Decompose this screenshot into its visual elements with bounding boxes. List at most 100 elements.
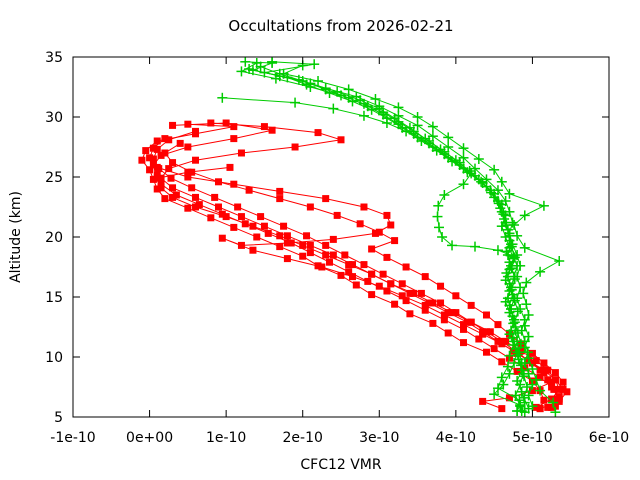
square-marker — [375, 228, 383, 236]
square-marker — [494, 321, 502, 329]
square-marker — [440, 316, 448, 324]
square-marker — [237, 149, 245, 157]
square-marker — [211, 193, 219, 201]
square-marker — [276, 195, 284, 203]
square-marker — [184, 204, 192, 212]
square-marker — [379, 270, 387, 278]
square-marker — [264, 229, 272, 237]
square-marker — [291, 143, 299, 151]
square-marker — [563, 388, 571, 396]
square-marker — [368, 291, 376, 299]
square-marker — [348, 273, 356, 281]
square-marker — [528, 359, 536, 367]
square-marker — [550, 385, 558, 393]
square-marker — [383, 253, 391, 261]
square-marker — [169, 184, 177, 192]
square-marker — [245, 186, 253, 194]
square-marker — [502, 337, 510, 345]
square-marker — [337, 271, 345, 279]
square-marker — [161, 195, 169, 203]
square-marker — [169, 159, 177, 167]
square-marker — [276, 187, 284, 195]
square-marker — [169, 121, 177, 129]
square-marker — [345, 268, 353, 276]
square-marker — [222, 213, 230, 221]
square-marker — [303, 232, 311, 240]
square-marker — [360, 261, 368, 269]
square-marker — [249, 222, 257, 230]
square-marker — [437, 282, 445, 290]
square-marker — [337, 136, 345, 144]
square-marker — [452, 292, 460, 300]
square-marker — [437, 299, 445, 307]
square-marker — [167, 174, 175, 182]
square-marker — [138, 156, 146, 164]
square-marker — [406, 289, 414, 297]
square-marker — [146, 154, 154, 162]
square-marker — [383, 287, 391, 295]
square-marker — [276, 243, 284, 251]
square-marker — [498, 337, 506, 345]
series-red-occultation-1 — [138, 120, 548, 413]
square-marker — [155, 165, 163, 173]
series-red-occultation-7 — [149, 127, 562, 411]
square-marker — [306, 249, 314, 257]
square-marker — [387, 221, 395, 229]
square-marker — [153, 171, 161, 179]
square-marker — [214, 178, 222, 186]
square-marker — [276, 232, 284, 240]
square-marker — [540, 369, 548, 377]
square-marker — [192, 127, 200, 135]
x-tick-label: 0e+00 — [126, 430, 173, 446]
series-green-occultation-4 — [217, 92, 525, 416]
square-marker — [234, 203, 242, 211]
square-marker — [498, 358, 506, 366]
square-marker — [299, 241, 307, 249]
y-tick-label: 30 — [45, 110, 63, 126]
square-marker — [207, 119, 215, 127]
square-marker — [283, 255, 291, 263]
square-marker — [257, 213, 265, 221]
square-marker — [153, 137, 161, 145]
square-marker — [402, 263, 410, 271]
square-marker — [452, 309, 460, 317]
x-axis-label: CFC12 VMR — [300, 457, 382, 473]
square-marker — [188, 184, 196, 192]
green-occultation-7-line — [248, 68, 530, 409]
square-marker — [486, 328, 494, 336]
x-tick-label: 6e-10 — [589, 430, 629, 446]
square-marker — [314, 129, 322, 137]
square-marker — [467, 301, 475, 309]
square-marker — [505, 394, 513, 402]
square-marker — [306, 241, 314, 249]
square-marker — [306, 203, 314, 211]
square-marker — [207, 214, 215, 222]
y-tick-label: 35 — [45, 50, 63, 66]
square-marker — [536, 373, 544, 381]
square-marker — [528, 349, 536, 357]
square-marker — [192, 203, 200, 211]
square-marker — [548, 403, 556, 411]
square-marker — [184, 173, 192, 181]
square-marker — [192, 193, 200, 201]
square-marker — [398, 280, 406, 288]
square-marker — [444, 329, 452, 337]
square-marker — [192, 156, 200, 164]
square-marker — [402, 297, 410, 305]
square-marker — [237, 241, 245, 249]
square-marker — [532, 357, 540, 365]
square-marker — [360, 203, 368, 211]
square-marker — [429, 299, 437, 307]
square-marker — [161, 149, 169, 157]
square-marker — [475, 335, 483, 343]
x-tick-label: 4e-10 — [436, 430, 476, 446]
square-marker — [260, 123, 268, 131]
square-marker — [165, 136, 173, 144]
square-marker — [482, 348, 490, 356]
square-marker — [460, 325, 468, 333]
square-marker — [463, 318, 471, 326]
square-marker — [322, 251, 330, 259]
square-marker — [280, 222, 288, 230]
square-marker — [195, 201, 203, 209]
